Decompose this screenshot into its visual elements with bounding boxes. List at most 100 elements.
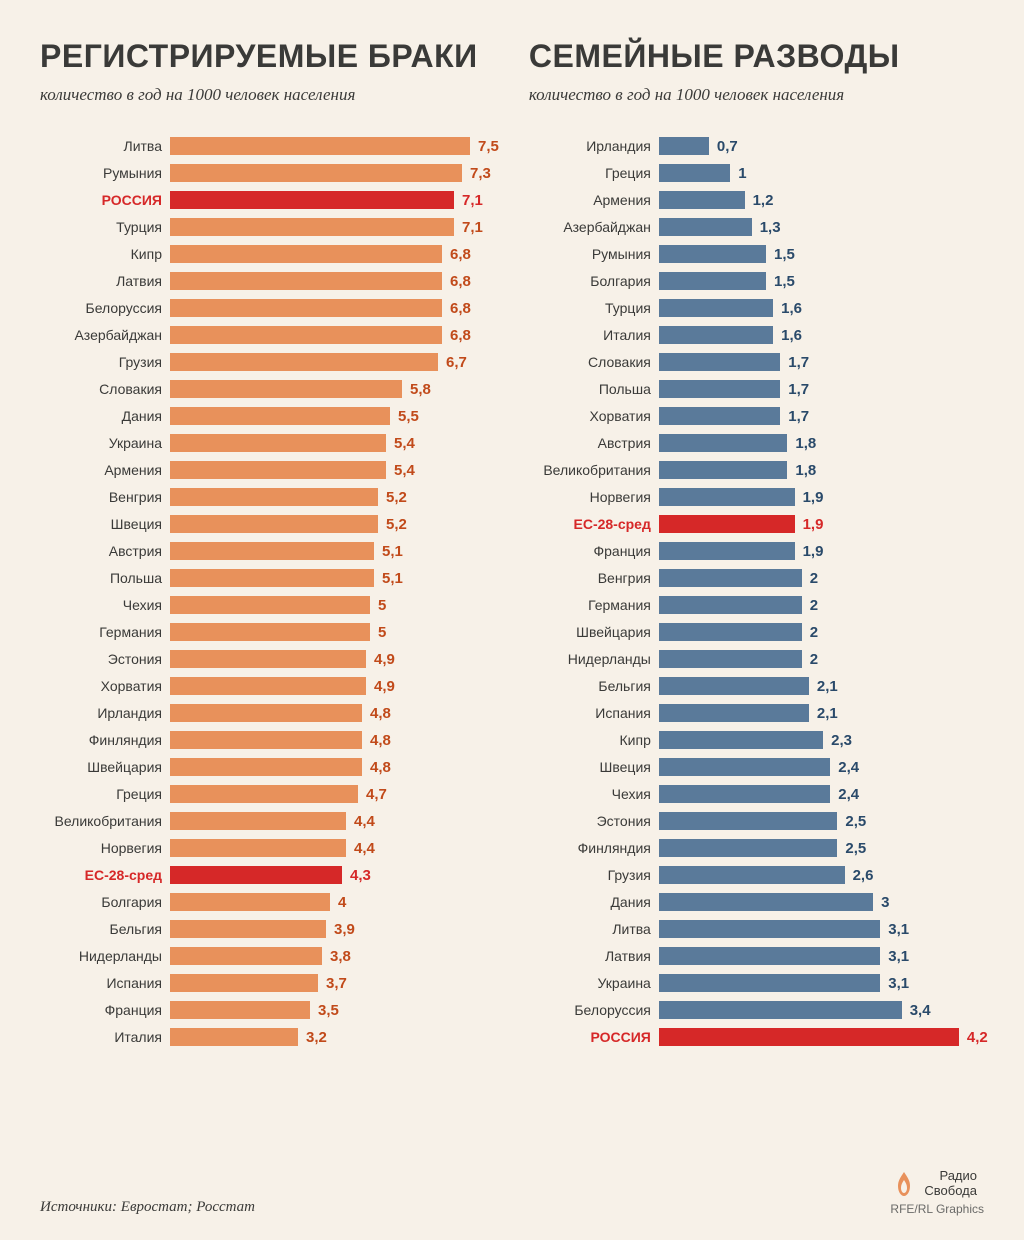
logo-text: Радио Свобода: [924, 1169, 977, 1198]
bar-row: Армения1,2: [529, 187, 988, 214]
bar-fill: [659, 839, 838, 857]
bar-label: Чехия: [40, 597, 170, 613]
bar-value: 4,4: [354, 840, 375, 857]
bar-track: 4,8: [170, 758, 499, 776]
bar-label: РОССИЯ: [529, 1029, 659, 1045]
bar-row: Италия3,2: [40, 1024, 499, 1051]
bar-label: Белоруссия: [40, 300, 170, 316]
bar-row: Греция 4,7: [40, 781, 499, 808]
bar-value: 1,2: [753, 192, 774, 209]
bar-fill: [170, 812, 346, 830]
bar-fill: [170, 326, 442, 344]
bar-value: 4,8: [370, 759, 391, 776]
bar-value: 1,6: [781, 327, 802, 344]
bar-track: 4,9: [170, 677, 499, 695]
bar-fill: [659, 299, 773, 317]
bar-label: Польша: [529, 381, 659, 397]
bar-label: Ирландия: [529, 138, 659, 154]
bar-row: Нидерланды2: [529, 646, 988, 673]
bar-track: 5: [170, 596, 499, 614]
bar-fill: [170, 704, 362, 722]
bar-label: Нидерланды: [40, 948, 170, 964]
bar-value: 1,8: [795, 435, 816, 452]
bar-fill: [659, 1028, 959, 1046]
bar-fill: [659, 515, 795, 533]
bar-track: 4,3: [170, 866, 499, 884]
bar-row: Азербайджан1,3: [529, 214, 988, 241]
bar-track: 7,5: [170, 137, 499, 155]
bar-label: Азербайджан: [529, 219, 659, 235]
bar-track: 3,5: [170, 1001, 499, 1019]
bar-fill: [170, 920, 326, 938]
logo-line1: Радио: [924, 1169, 977, 1183]
bar-track: 5,2: [170, 515, 499, 533]
bar-value: 7,3: [470, 165, 491, 182]
bar-row: Турция1,6: [529, 295, 988, 322]
bar-track: 5,8: [170, 380, 499, 398]
bar-track: 1,3: [659, 218, 988, 236]
bar-value: 4,7: [366, 786, 387, 803]
bar-track: 1,9: [659, 542, 988, 560]
bar-row: Великобритания1,8: [529, 457, 988, 484]
bar-fill: [170, 434, 386, 452]
bar-track: 3,2: [170, 1028, 499, 1046]
bar-value: 2: [810, 624, 818, 641]
bar-row: ЕС-28-сред4,3: [40, 862, 499, 889]
bar-fill: [170, 785, 358, 803]
bar-fill: [659, 434, 788, 452]
bar-value: 1,7: [788, 354, 809, 371]
bar-value: 5,4: [394, 435, 415, 452]
bar-value: 5: [378, 624, 386, 641]
bar-value: 2,1: [817, 705, 838, 722]
bar-fill: [170, 245, 442, 263]
bar-fill: [170, 488, 378, 506]
bar-label: Норвегия: [529, 489, 659, 505]
bar-value: 4,3: [350, 867, 371, 884]
bar-track: 2: [659, 569, 988, 587]
bar-label: Австрия: [40, 543, 170, 559]
bar-row: Норвегия1,9: [529, 484, 988, 511]
bar-label: Греция: [40, 786, 170, 802]
bar-track: 1,2: [659, 191, 988, 209]
bar-label: Швеция: [529, 759, 659, 775]
bar-track: 7,1: [170, 218, 499, 236]
bar-label: РОССИЯ: [40, 192, 170, 208]
bar-value: 5,1: [382, 543, 403, 560]
bar-track: 5,4: [170, 434, 499, 452]
bar-row: Грузия6,7: [40, 349, 499, 376]
bar-row: Латвия6,8: [40, 268, 499, 295]
marriages-title: РЕГИСТРИРУЕМЫЕ БРАКИ: [40, 40, 499, 74]
bar-row: Румыния7,3: [40, 160, 499, 187]
bar-label: Турция: [40, 219, 170, 235]
bar-track: 1,8: [659, 434, 988, 452]
bar-value: 4,8: [370, 705, 391, 722]
bar-row: Венгрия2: [529, 565, 988, 592]
bar-track: 1,7: [659, 407, 988, 425]
bar-value: 7,1: [462, 219, 483, 236]
bar-label: Эстония: [40, 651, 170, 667]
bar-fill: [170, 407, 390, 425]
bar-fill: [170, 461, 386, 479]
bar-row: Нидерланды3,8: [40, 943, 499, 970]
bar-fill: [170, 542, 374, 560]
bar-label: Кипр: [40, 246, 170, 262]
bar-value: 2,4: [838, 786, 859, 803]
bar-value: 7,1: [462, 192, 483, 209]
bar-label: Турция: [529, 300, 659, 316]
bar-value: 1,5: [774, 246, 795, 263]
bar-row: Швейцария4,8: [40, 754, 499, 781]
bar-track: 3,1: [659, 920, 988, 938]
bar-fill: [170, 650, 366, 668]
bar-row: Испания3,7: [40, 970, 499, 997]
bar-value: 1,7: [788, 381, 809, 398]
bar-track: 4,4: [170, 812, 499, 830]
bar-fill: [659, 974, 880, 992]
bar-fill: [659, 947, 880, 965]
bar-fill: [170, 299, 442, 317]
bar-row: Словакия5,8: [40, 376, 499, 403]
bar-fill: [170, 218, 454, 236]
bar-track: 2,1: [659, 704, 988, 722]
bar-row: Польша 1,7: [529, 376, 988, 403]
bar-label: Бельгия: [40, 921, 170, 937]
bar-label: Хорватия: [40, 678, 170, 694]
